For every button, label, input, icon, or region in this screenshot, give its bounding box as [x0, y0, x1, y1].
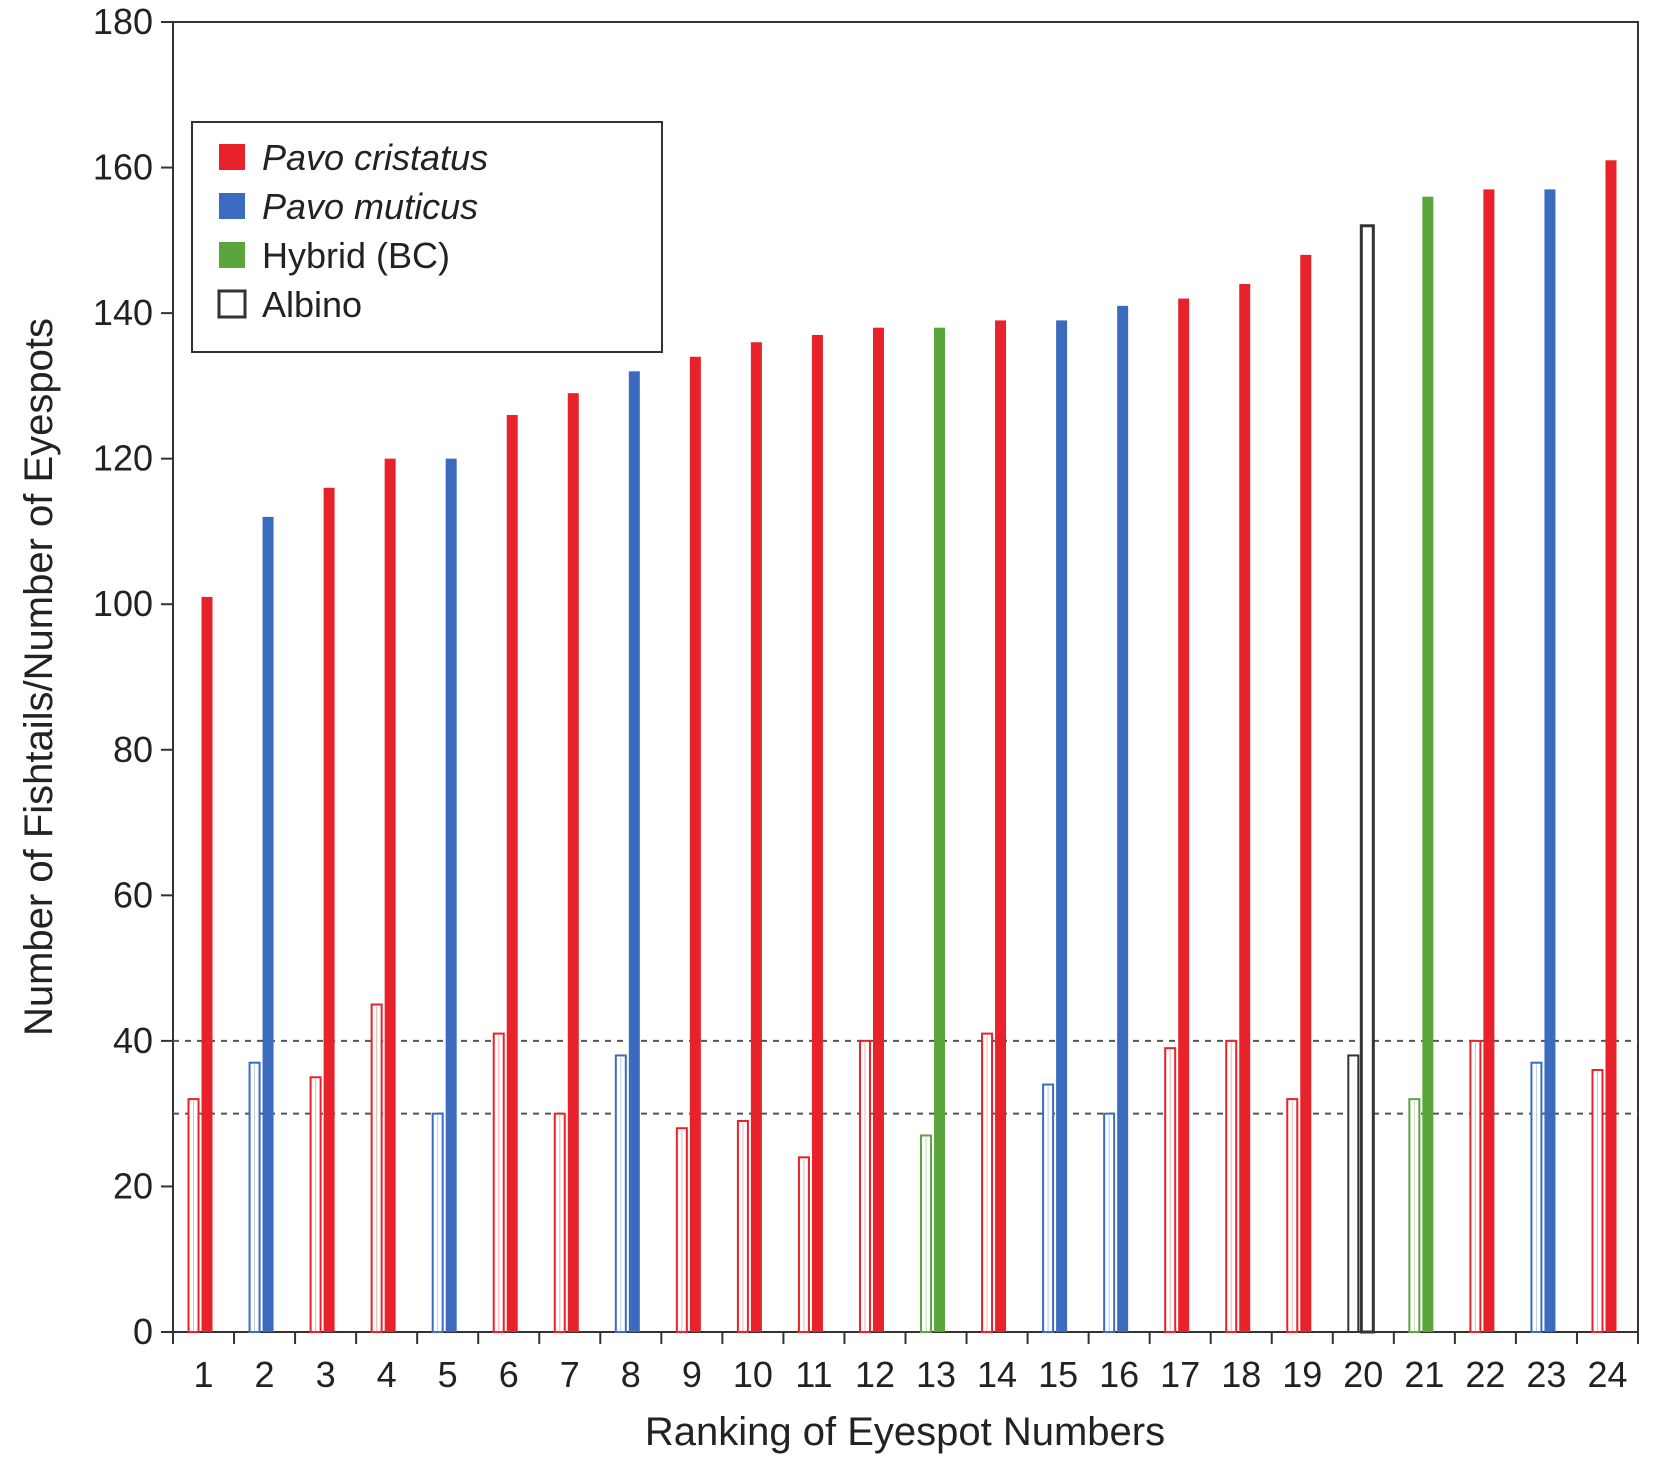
eyespots-bar: [934, 327, 946, 1333]
y-axis-title: Number of Fishtails/Number of Eyespots: [17, 318, 61, 1036]
x-tick-label: 10: [733, 1354, 773, 1395]
fishtails-bar: [1530, 1061, 1543, 1333]
eyespots-bar: [995, 320, 1007, 1332]
legend-swatch: [219, 242, 245, 268]
fishtails-bar: [431, 1112, 444, 1333]
x-tick-label: 24: [1587, 1354, 1627, 1395]
fishtails-bar: [309, 1076, 322, 1334]
x-tick-label: 12: [855, 1354, 895, 1395]
x-tick-label: 21: [1404, 1354, 1444, 1395]
eyespots-bar: [1056, 320, 1068, 1332]
fishtails-bar: [981, 1032, 994, 1333]
eyespots-bar: [872, 327, 884, 1333]
x-tick-label: 22: [1465, 1354, 1505, 1395]
eyespots-bar: [1483, 189, 1495, 1332]
eyespots-bar: [689, 356, 701, 1332]
x-tick-label: 16: [1099, 1354, 1139, 1395]
y-tick-label: 160: [93, 147, 153, 188]
legend-label: Albino: [262, 284, 362, 325]
fishtails-bar: [492, 1032, 505, 1333]
y-tick-label: 100: [93, 583, 153, 624]
fishtails-bar: [1469, 1039, 1482, 1334]
x-tick-label: 8: [621, 1354, 641, 1395]
legend-swatch: [217, 289, 247, 319]
fishtails-bar: [1591, 1069, 1604, 1333]
x-tick-label: 17: [1160, 1354, 1200, 1395]
eyespots-bar: [445, 458, 457, 1333]
y-tick-label: 0: [133, 1311, 153, 1352]
fishtails-bar: [675, 1127, 688, 1333]
fishtails-bar: [187, 1098, 200, 1333]
eyespots-bar: [384, 458, 396, 1333]
y-axis-ticks: 0 20 40 60 80 100 120 140 160 180: [93, 1, 173, 1352]
eyespots-bar: [1544, 189, 1556, 1332]
bars: [187, 160, 1617, 1334]
x-tick-label: 7: [560, 1354, 580, 1395]
x-tick-label: 19: [1282, 1354, 1322, 1395]
fishtails-bar: [1103, 1112, 1116, 1333]
eyespots-bar: [506, 415, 518, 1332]
eyespots-bar: [1178, 298, 1190, 1332]
y-tick-label: 80: [113, 729, 153, 770]
eyespots-bar: [1239, 284, 1251, 1332]
eyespots-bar: [811, 334, 823, 1332]
fishtails-bar: [858, 1039, 871, 1334]
eyespots-bar: [201, 596, 213, 1332]
fishtails-bar: [1042, 1083, 1055, 1333]
eyespots-bar: [262, 516, 274, 1332]
legend-label: Pavo cristatus: [262, 137, 488, 178]
fishtails-bar: [1347, 1054, 1360, 1333]
x-tick-label: 20: [1343, 1354, 1383, 1395]
fishtails-bar: [920, 1134, 933, 1333]
fishtails-bar: [1286, 1098, 1299, 1333]
x-axis-ticks: 1 2 3 4 5 6 7 8 9 10 11 12 13 14 15 16 17 18 19 20 21 22 23 24: [172, 1332, 1639, 1395]
eyespots-bar: [628, 371, 640, 1332]
eyespots-bar: [567, 393, 579, 1333]
fishtails-bar: [248, 1061, 261, 1333]
x-tick-label: 6: [499, 1354, 519, 1395]
legend-frame: [191, 121, 663, 353]
eyespots-bar: [1300, 254, 1312, 1332]
fishtails-bar: [614, 1054, 627, 1333]
x-tick-label: 9: [682, 1354, 702, 1395]
reference-lines: [173, 1039, 1638, 1115]
eyespots-bar: [323, 487, 335, 1332]
y-tick-label: 40: [113, 1020, 153, 1061]
eyespots-bar: [1422, 196, 1434, 1333]
x-tick-label: 15: [1038, 1354, 1078, 1395]
y-tick-label: 140: [93, 292, 153, 333]
y-tick-label: 180: [93, 1, 153, 42]
x-tick-label: 4: [377, 1354, 397, 1395]
fishtails-bar: [553, 1112, 566, 1333]
y-tick-label: 20: [113, 1165, 153, 1206]
legend-swatch: [219, 193, 245, 219]
fishtails-bar: [1408, 1098, 1421, 1333]
fishtails-bar: [1225, 1039, 1238, 1334]
x-tick-label: 5: [438, 1354, 458, 1395]
x-tick-label: 1: [194, 1354, 214, 1395]
fishtails-bar: [1164, 1047, 1177, 1333]
x-axis-title: Ranking of Eyespot Numbers: [645, 1410, 1165, 1454]
y-tick-label: 60: [113, 874, 153, 915]
legend: Pavo cristatus Pavo muticus Hybrid (BC) Alb…: [191, 121, 663, 353]
fishtails-bar: [370, 1003, 383, 1333]
eyespots-bar: [750, 342, 762, 1332]
fishtails-bar: [736, 1119, 749, 1334]
x-tick-label: 11: [795, 1354, 832, 1395]
eyespots-bar: [1605, 160, 1617, 1332]
x-tick-label: 13: [916, 1354, 956, 1395]
x-tick-label: 23: [1526, 1354, 1566, 1395]
x-tick-label: 2: [255, 1354, 275, 1395]
eyespots-bar: [1359, 224, 1375, 1334]
x-tick-label: 18: [1221, 1354, 1261, 1395]
y-tick-label: 120: [93, 438, 153, 479]
x-tick-label: 14: [977, 1354, 1017, 1395]
legend-swatch: [219, 144, 245, 170]
x-tick-label: 3: [316, 1354, 336, 1395]
fishtails-bar: [797, 1156, 810, 1334]
eyespots-bar: [1117, 305, 1129, 1332]
legend-label: Hybrid (BC): [262, 235, 450, 276]
legend-label: Pavo muticus: [262, 186, 478, 227]
